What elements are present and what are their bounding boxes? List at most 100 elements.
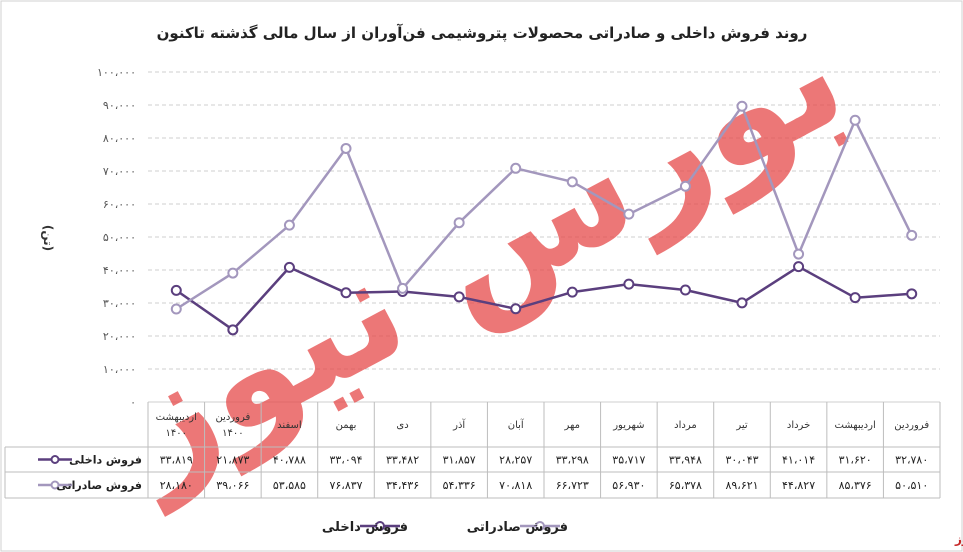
y-tick-label: ۲۰،۰۰۰ — [103, 330, 136, 343]
data-label: ۷۰،۸۱۸ — [499, 479, 532, 492]
data-label: ۶۶،۷۲۳ — [556, 479, 589, 492]
series-1-point — [906, 288, 918, 300]
y-tick-label: ۴۰،۰۰۰ — [103, 264, 136, 277]
data-label: ۳۵،۷۱۷ — [612, 454, 645, 467]
data-label: ۳۳،۴۸۲ — [386, 454, 419, 467]
series-2-point — [283, 219, 295, 231]
y-axis-ticks: ۰ ۱۰،۰۰۰ ۲۰،۰۰۰ ۳۰،۰۰۰ ۴۰،۰۰۰ ۵۰،۰۰۰ ۶۰،۰۰۰ ۷۰،… — [97, 66, 136, 409]
data-table: فروردین اردیبهشت خرداد تیر مرداد شهریور مهر آبا… — [4, 402, 941, 499]
data-label: ۳۱،۶۲۰ — [839, 454, 872, 467]
data-label: ۵۶،۹۳۰ — [612, 479, 645, 492]
legend-swatch-marker — [375, 521, 385, 531]
series-2-point — [170, 303, 182, 315]
x-tick-label: شهریور — [612, 420, 644, 431]
series-1-point — [283, 261, 295, 273]
source-label: بورس نیوز — [954, 532, 963, 547]
series-1-point — [170, 284, 182, 296]
series-2-point — [849, 114, 861, 126]
row-legend-marker — [50, 455, 60, 464]
series-2-point — [906, 229, 918, 241]
series-line-2 — [175, 105, 913, 311]
y-tick-label: ۱۰۰،۰۰۰ — [97, 66, 136, 79]
data-label: ۷۶،۸۳۷ — [329, 479, 362, 492]
series-2-point — [736, 100, 748, 112]
data-label: ۴۴،۸۲۷ — [782, 479, 815, 492]
series-2-point — [453, 217, 465, 229]
x-tick-label-year: ۱۴۰۰ — [222, 428, 243, 439]
series-line-1 — [175, 265, 912, 332]
data-label: ۵۳،۵۸۵ — [273, 479, 306, 492]
series-1-point — [340, 287, 352, 299]
data-label: ۴۱،۰۱۴ — [782, 454, 815, 467]
data-label: ۳۰،۰۴۳ — [725, 454, 758, 467]
data-label: ۳۲،۷۸۰ — [895, 454, 928, 467]
y-tick-label: ۳۰،۰۰۰ — [103, 297, 136, 310]
row-label: فروش داخلی — [69, 454, 142, 467]
series-1-point — [510, 303, 522, 315]
data-label: ۵۰،۵۱۰ — [895, 479, 928, 492]
series-1-point — [679, 284, 691, 296]
x-tick-label: تیر — [735, 420, 748, 431]
data-label: ۲۸،۱۸۰ — [160, 479, 193, 492]
series-1-point — [793, 261, 805, 273]
y-tick-label: ۵۰،۰۰۰ — [103, 231, 136, 244]
series-1-point — [623, 278, 635, 290]
series-2-point — [793, 248, 805, 260]
chart-title: روند فروش داخلی و صادراتی محصولات پتروشی… — [157, 24, 808, 43]
series-1-point — [849, 292, 861, 304]
gridlines — [148, 71, 940, 403]
y-tick-label: ۸۰،۰۰۰ — [103, 132, 136, 145]
series-2-point — [397, 282, 409, 294]
x-tick-label: بهمن — [336, 420, 357, 431]
series-1-point — [566, 286, 578, 298]
x-tick-label: فروردین — [215, 412, 250, 423]
x-tick-label: آبان — [508, 418, 525, 431]
legend-label: فروش داخلی — [322, 520, 408, 535]
data-label: ۳۳،۸۱۹ — [160, 454, 193, 467]
series-2-point — [623, 208, 635, 220]
legend-swatch-marker — [535, 521, 545, 531]
y-tick-label: ۶۰،۰۰۰ — [103, 198, 136, 211]
data-label: ۳۳،۰۹۴ — [329, 454, 362, 467]
data-label: ۳۳،۲۹۸ — [556, 454, 589, 467]
x-tick-label: اسفند — [277, 420, 301, 431]
legend: فروش صادراتی فروش داخلی — [322, 520, 568, 535]
data-label: ۳۱،۸۵۷ — [443, 454, 476, 467]
x-tick-label: فروردین — [894, 420, 929, 431]
x-tick-label: اردیبهشت — [835, 420, 876, 431]
x-tick-label: دی — [396, 420, 408, 431]
series-2-point — [566, 176, 578, 188]
y-tick-label: ۹۰،۰۰۰ — [103, 99, 136, 112]
series-2-point — [227, 267, 239, 279]
x-tick-label: خرداد — [787, 420, 810, 431]
data-label: ۴۰،۷۸۸ — [273, 454, 306, 467]
x-tick-label-year: ۱۴۰۰ — [166, 428, 187, 439]
data-label: ۸۹،۶۲۱ — [725, 479, 758, 492]
y-tick-label: ۰ — [130, 396, 136, 409]
data-label: ۵۴،۳۳۶ — [443, 479, 476, 492]
series-1-point — [453, 291, 465, 303]
data-label: ۶۵،۳۷۸ — [669, 479, 702, 492]
x-tick-label: اردیبهشت — [156, 412, 197, 423]
y-axis-label: (تن) — [41, 225, 55, 251]
series-lines — [170, 100, 918, 336]
y-tick-label: ۷۰،۰۰۰ — [103, 165, 136, 178]
data-label: ۳۹،۰۶۶ — [216, 479, 249, 492]
data-label: ۲۸،۲۵۷ — [499, 454, 532, 467]
x-tick-label: مرداد — [674, 420, 697, 431]
data-label: ۸۵،۳۷۶ — [839, 479, 872, 492]
x-tick-label: مهر — [564, 420, 580, 431]
series-2-point — [340, 142, 352, 154]
row-label: فروش صادراتی — [56, 479, 142, 492]
series-2-point — [679, 180, 691, 192]
series-1-point — [227, 324, 239, 336]
x-tick-label: آذر — [452, 418, 466, 431]
data-label: ۲۱،۸۷۳ — [216, 454, 249, 467]
data-label: ۳۴،۴۳۶ — [386, 479, 419, 492]
series-1-point — [736, 297, 748, 309]
legend-label: فروش صادراتی — [467, 520, 568, 535]
y-tick-label: ۱۰،۰۰۰ — [103, 363, 136, 376]
data-label: ۳۳،۹۴۸ — [669, 454, 702, 467]
